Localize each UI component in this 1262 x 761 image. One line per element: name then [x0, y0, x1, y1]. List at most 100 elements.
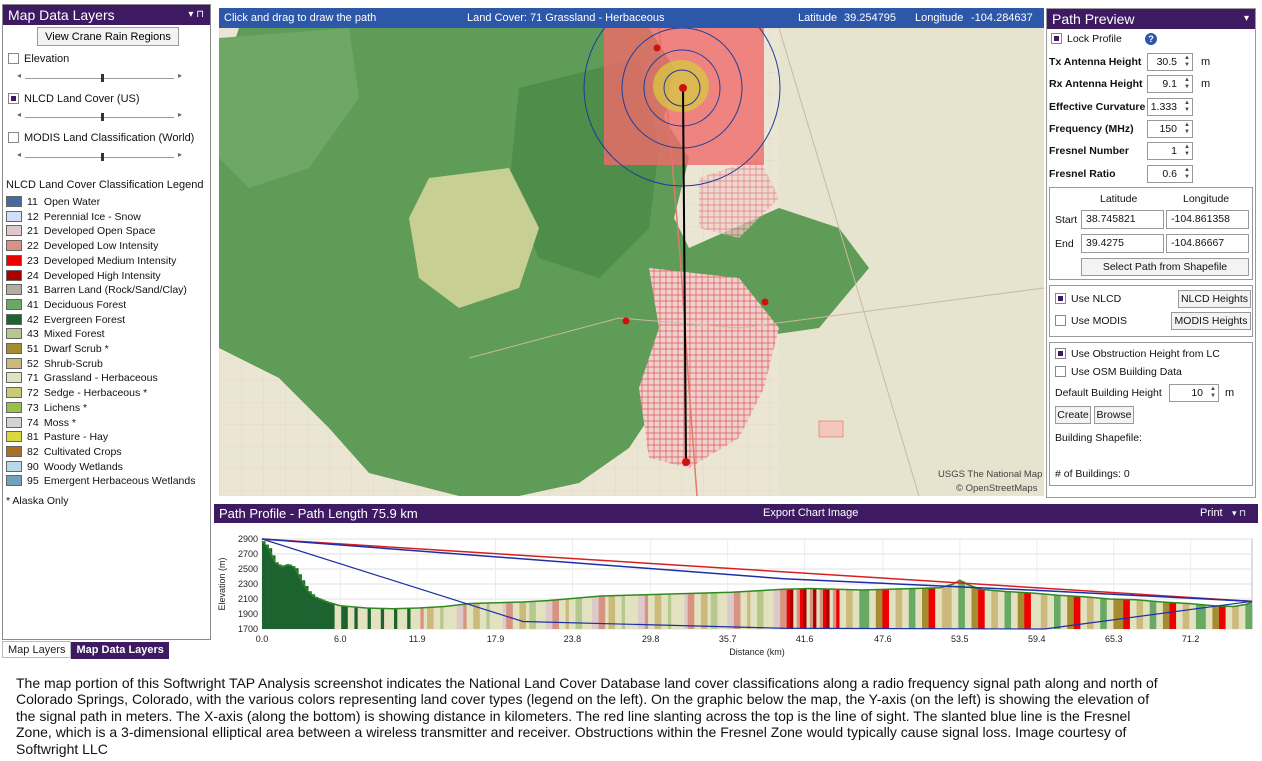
slider-right-arrow-icon[interactable]: ▸ [177, 71, 182, 80]
slider-left-arrow-icon[interactable]: ◂ [17, 150, 22, 159]
export-chart-image-button[interactable]: Export Chart Image [763, 507, 859, 519]
stepper-arrows-icon[interactable]: ▲ ▼ [1184, 99, 1190, 113]
site-marker[interactable] [761, 298, 769, 306]
use-osm-toggle[interactable]: Use OSM Building Data [1055, 366, 1182, 378]
use-obstruction-toggle[interactable]: Use Obstruction Height from LC [1055, 348, 1220, 360]
end-longitude-input[interactable]: -104.86667 [1166, 234, 1249, 253]
start-latitude-input[interactable]: 38.745821 [1081, 210, 1164, 229]
select-path-from-shapefile-button[interactable]: Select Path from Shapefile [1081, 258, 1249, 276]
use-modis-toggle[interactable]: Use MODIS [1055, 315, 1127, 327]
print-button[interactable]: Print [1200, 507, 1223, 519]
nlcd-heights-button[interactable]: NLCD Heights [1178, 290, 1251, 308]
use-nlcd-toggle[interactable]: Use NLCD [1055, 293, 1121, 305]
legend-label: Woody Wetlands [43, 460, 123, 473]
terrain-landcover-bar [592, 596, 596, 629]
slider-right-arrow-icon[interactable]: ▸ [177, 110, 182, 119]
stepper-arrows-icon[interactable]: ▲ ▼ [1184, 121, 1190, 135]
panel-pin-icon[interactable]: ▾ ⊓ [188, 9, 204, 20]
use-nlcd-checkbox[interactable] [1055, 293, 1066, 304]
field-stepper[interactable]: 9.1 ▲ ▼ [1147, 75, 1193, 94]
terrain-landcover-bar [816, 588, 820, 629]
terrain-landcover-bar [489, 602, 494, 629]
layer-nlcd[interactable]: NLCD Land Cover (US) [8, 93, 140, 105]
tab-map-layers[interactable]: Map Layers [2, 641, 72, 658]
terrain-landcover-bar [813, 588, 817, 629]
legend-title: NLCD Land Cover Classification Legend [6, 179, 204, 191]
land-cover-map[interactable]: USGS The National Map © OpenStreetMaps [219, 28, 1044, 496]
slider-left-arrow-icon[interactable]: ◂ [17, 71, 22, 80]
modis-checkbox[interactable] [8, 132, 19, 143]
terrain-landcover-bar [862, 589, 867, 629]
legend-swatch [6, 431, 22, 443]
map-canvas[interactable] [219, 28, 1044, 496]
path-profile-chart[interactable]: 2900 2700 2500 2300 2100 1900 1700 0.0 6.0 11.9 17… [214, 523, 1258, 660]
field-stepper[interactable]: 1.333 ▲ ▼ [1147, 97, 1193, 116]
lock-profile-toggle[interactable]: Lock Profile [1051, 33, 1122, 45]
path-preview-panel: Path Preview ▾ Lock Profile ? Tx Antenna… [1046, 8, 1256, 498]
view-crane-rain-regions-button[interactable]: View Crane Rain Regions [37, 27, 179, 46]
preview-collapse-icon[interactable]: ▾ [1243, 13, 1249, 24]
modis-heights-button[interactable]: MODIS Heights [1171, 312, 1251, 330]
stepper-arrows-icon[interactable]: ▲ ▼ [1184, 144, 1190, 158]
terrain-landcover-bar [433, 607, 438, 629]
slider-thumb[interactable] [101, 113, 104, 121]
lock-profile-checkbox[interactable] [1051, 33, 1062, 44]
field-stepper[interactable]: 0.6 ▲ ▼ [1147, 164, 1193, 183]
tab-map-data-layers[interactable]: Map Data Layers [71, 642, 169, 659]
terrain-landcover-bar [466, 603, 471, 629]
end-latitude-input[interactable]: 39.4275 [1081, 234, 1164, 253]
terrain-landcover-bar [1215, 605, 1220, 629]
slider-thumb[interactable] [101, 74, 104, 82]
path-end-marker[interactable] [679, 84, 687, 92]
start-longitude-input[interactable]: -104.861358 [1166, 210, 1249, 229]
path-profile-header: Path Profile - Path Length 75.9 km Expor… [214, 504, 1258, 523]
profile-pin-icon[interactable]: ▾ ⊓ [1232, 508, 1247, 518]
field-stepper[interactable]: 1 ▲ ▼ [1147, 142, 1193, 161]
legend-swatch [6, 372, 22, 384]
browse-button[interactable]: Browse [1094, 406, 1134, 424]
terrain-landcover-bar [522, 602, 527, 629]
slider-left-arrow-icon[interactable]: ◂ [17, 110, 22, 119]
stepper-arrows-icon[interactable]: ▲ ▼ [1210, 386, 1216, 399]
terrain-landcover-bar [806, 588, 811, 629]
stepper-arrows-icon[interactable]: ▲ ▼ [1184, 166, 1190, 180]
terrain-landcover-bar [941, 587, 946, 629]
use-modis-checkbox[interactable] [1055, 315, 1066, 326]
legend-item-95: 95 Emergent Herbaceous Wetlands [6, 474, 195, 488]
terrain-landcover-bar [559, 599, 563, 629]
use-obstruction-checkbox[interactable] [1055, 348, 1066, 359]
terrain-landcover-bar [1054, 594, 1058, 629]
help-icon[interactable]: ? [1145, 33, 1157, 45]
terrain-landcover-bar [776, 589, 781, 629]
signal-path-line[interactable] [682, 89, 687, 463]
terrain-landcover-bar [1103, 598, 1108, 629]
slider-thumb[interactable] [101, 153, 104, 161]
field-stepper[interactable]: 150 ▲ ▼ [1147, 119, 1193, 138]
slider-right-arrow-icon[interactable]: ▸ [177, 150, 182, 159]
path-start-marker[interactable] [682, 458, 690, 466]
terrain-landcover-bar [460, 604, 464, 629]
preview-title: Path Preview [1052, 11, 1135, 27]
nlcd-opacity-slider[interactable]: ◂ ▸ [17, 110, 182, 121]
layer-modis[interactable]: MODIS Land Classification (World) [8, 132, 194, 144]
terrain-landcover-bar [568, 598, 573, 629]
terrain-landcover-bar [1030, 592, 1035, 629]
lock-profile-label: Lock Profile [1067, 33, 1122, 45]
default-height-stepper[interactable]: 10 ▲ ▼ [1169, 384, 1219, 402]
elevation-checkbox[interactable] [8, 53, 19, 64]
nlcd-checkbox[interactable] [8, 93, 19, 104]
create-button[interactable]: Create [1055, 406, 1091, 424]
modis-opacity-slider[interactable]: ◂ ▸ [17, 150, 182, 161]
layer-elevation[interactable]: Elevation [8, 53, 69, 65]
stepper-arrows-icon[interactable]: ▲ ▼ [1184, 55, 1190, 68]
use-osm-checkbox[interactable] [1055, 366, 1066, 377]
terrain-landcover-bar [786, 589, 791, 629]
terrain-landcover-bar [1136, 599, 1141, 629]
site-marker[interactable] [622, 317, 630, 325]
stepper-arrows-icon[interactable]: ▲ ▼ [1184, 77, 1190, 91]
terrain-landcover-bar [456, 605, 461, 629]
site-marker[interactable] [653, 44, 661, 52]
field-stepper[interactable]: 30.5 ▲ ▼ [1147, 53, 1193, 71]
elevation-opacity-slider[interactable]: ◂ ▸ [17, 71, 182, 82]
